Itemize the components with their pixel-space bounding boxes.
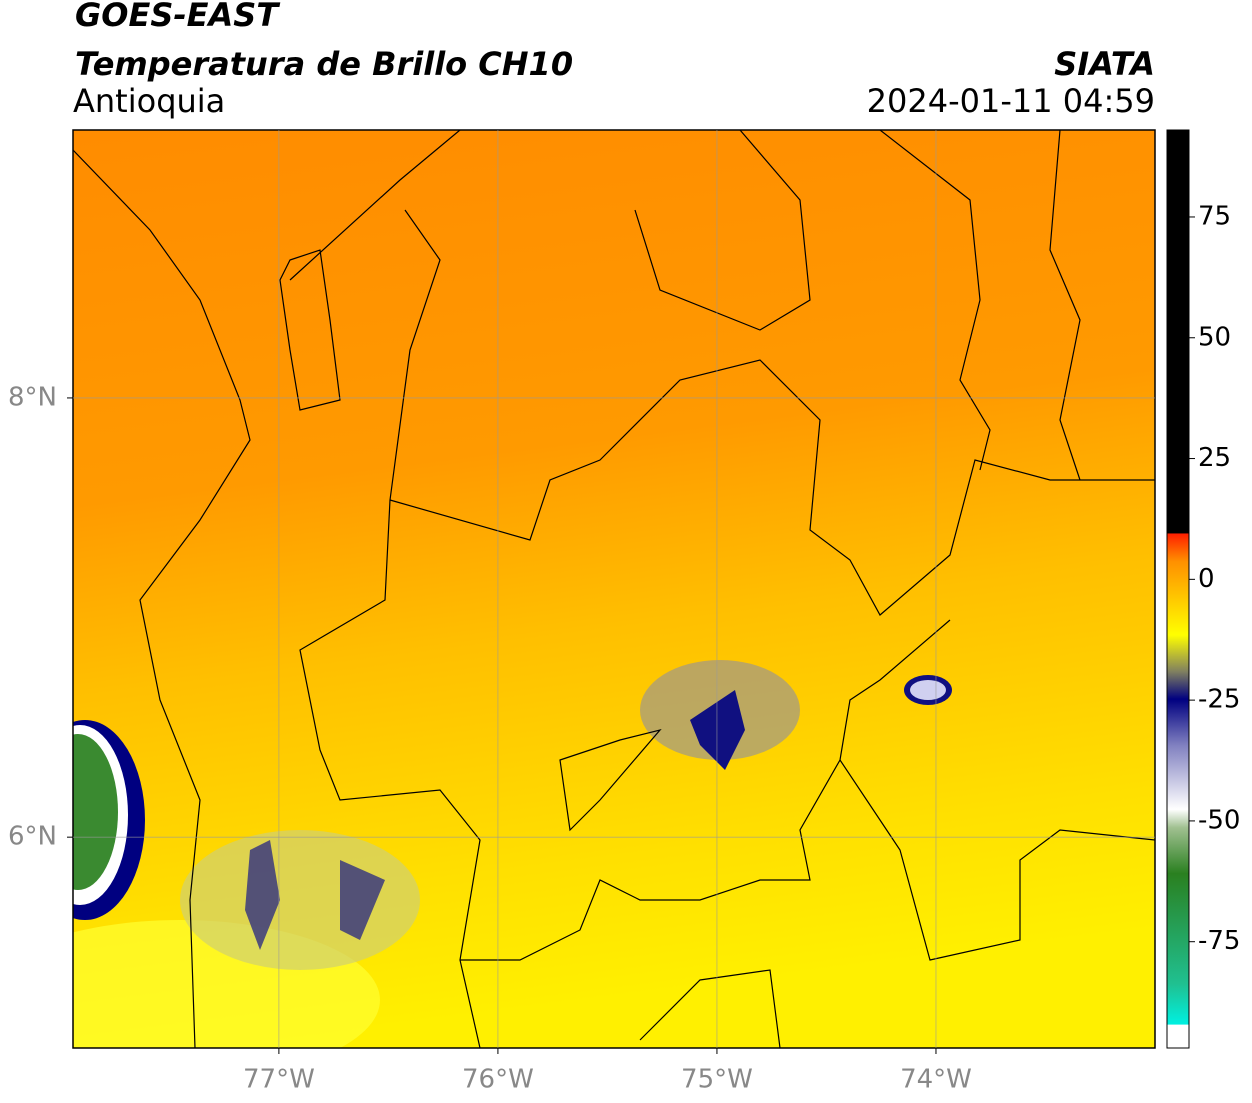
border [73,149,251,1048]
cloud [245,840,280,950]
datetime: 2024-01-11 04:59 [867,82,1155,120]
border [289,130,461,281]
region: Antioquia [73,82,225,120]
colorbar-tick-label: -75 [1198,926,1240,956]
x-tick-label: 75°W [681,1065,753,1095]
x-tick-label: 77°W [243,1065,315,1095]
cloud [340,860,385,940]
border [1049,130,1081,481]
border [639,969,781,1048]
x-tick-label: 76°W [462,1065,534,1095]
colorbar-tick-label: 50 [1198,322,1231,352]
y-tick-label: 6°N [8,822,57,852]
y-tick-label: 8°N [8,382,57,412]
cloud [73,734,118,890]
source: SIATA [1054,45,1155,83]
colorbar-tick-label: -25 [1198,685,1240,715]
title: GOES-EAST [75,0,280,34]
border [279,249,341,411]
map-area [73,130,1155,1048]
border [389,359,1155,616]
cloud [910,680,946,700]
colorbar [1166,129,1190,1049]
colorbar-tick-label: 75 [1198,201,1231,231]
border [634,130,811,331]
border [559,728,662,832]
x-tick-label: 74°W [900,1065,972,1095]
colorbar-tick-label: -50 [1198,805,1240,835]
map-frame [72,129,1156,1049]
border [879,130,991,471]
border [460,619,951,961]
border [299,209,481,1048]
subtitle: Temperatura de Brillo CH10 [75,45,573,83]
cloud [690,690,745,770]
border [839,759,1155,961]
colorbar-tick-label: 25 [1198,443,1231,473]
cloud [180,830,420,970]
colorbar-tick-label: 0 [1198,564,1215,594]
